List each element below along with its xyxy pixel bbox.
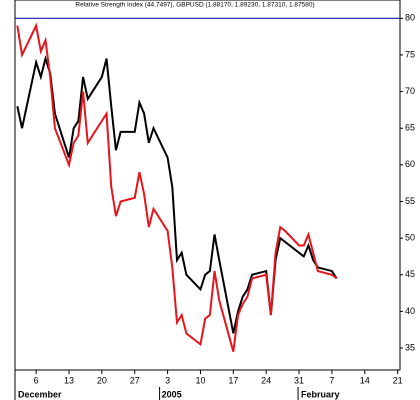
x-tick-label: 27	[130, 375, 140, 385]
plot-frame	[14, 0, 401, 371]
y-tick-label: 35	[405, 342, 415, 352]
chart-title: Relative Strength Index (44.7497), GBPUS…	[75, 2, 314, 9]
y-tick-label: 55	[405, 196, 415, 206]
y-tick-label: 40	[405, 306, 415, 316]
x-tick-label: 17	[228, 375, 238, 385]
series-line	[16, 54, 338, 334]
y-tick-label: 75	[405, 49, 415, 59]
x-tick-label: 24	[261, 375, 271, 385]
y-tick-label: 70	[405, 86, 415, 96]
x-tick-label: 13	[64, 375, 74, 385]
x-tick-label: 3	[165, 375, 170, 385]
x-group-label: 2005	[162, 389, 182, 399]
x-group-label: December	[18, 389, 62, 399]
x-tick-label: 10	[195, 375, 205, 385]
x-group-label: February	[301, 389, 340, 399]
y-tick-label: 50	[405, 232, 415, 242]
y-tick-label: 60	[405, 159, 415, 169]
x-tick-label: 14	[360, 375, 370, 385]
series-line	[16, 22, 338, 352]
x-tick-label: 31	[294, 375, 304, 385]
y-tick-label: 45	[405, 269, 415, 279]
x-tick-label: 7	[329, 375, 334, 385]
x-tick-label: 21	[393, 375, 403, 385]
x-tick-label: 6	[34, 375, 39, 385]
y-tick-label: 65	[405, 123, 415, 133]
x-tick-label: 20	[97, 375, 107, 385]
y-tick-label: 80	[405, 13, 415, 23]
